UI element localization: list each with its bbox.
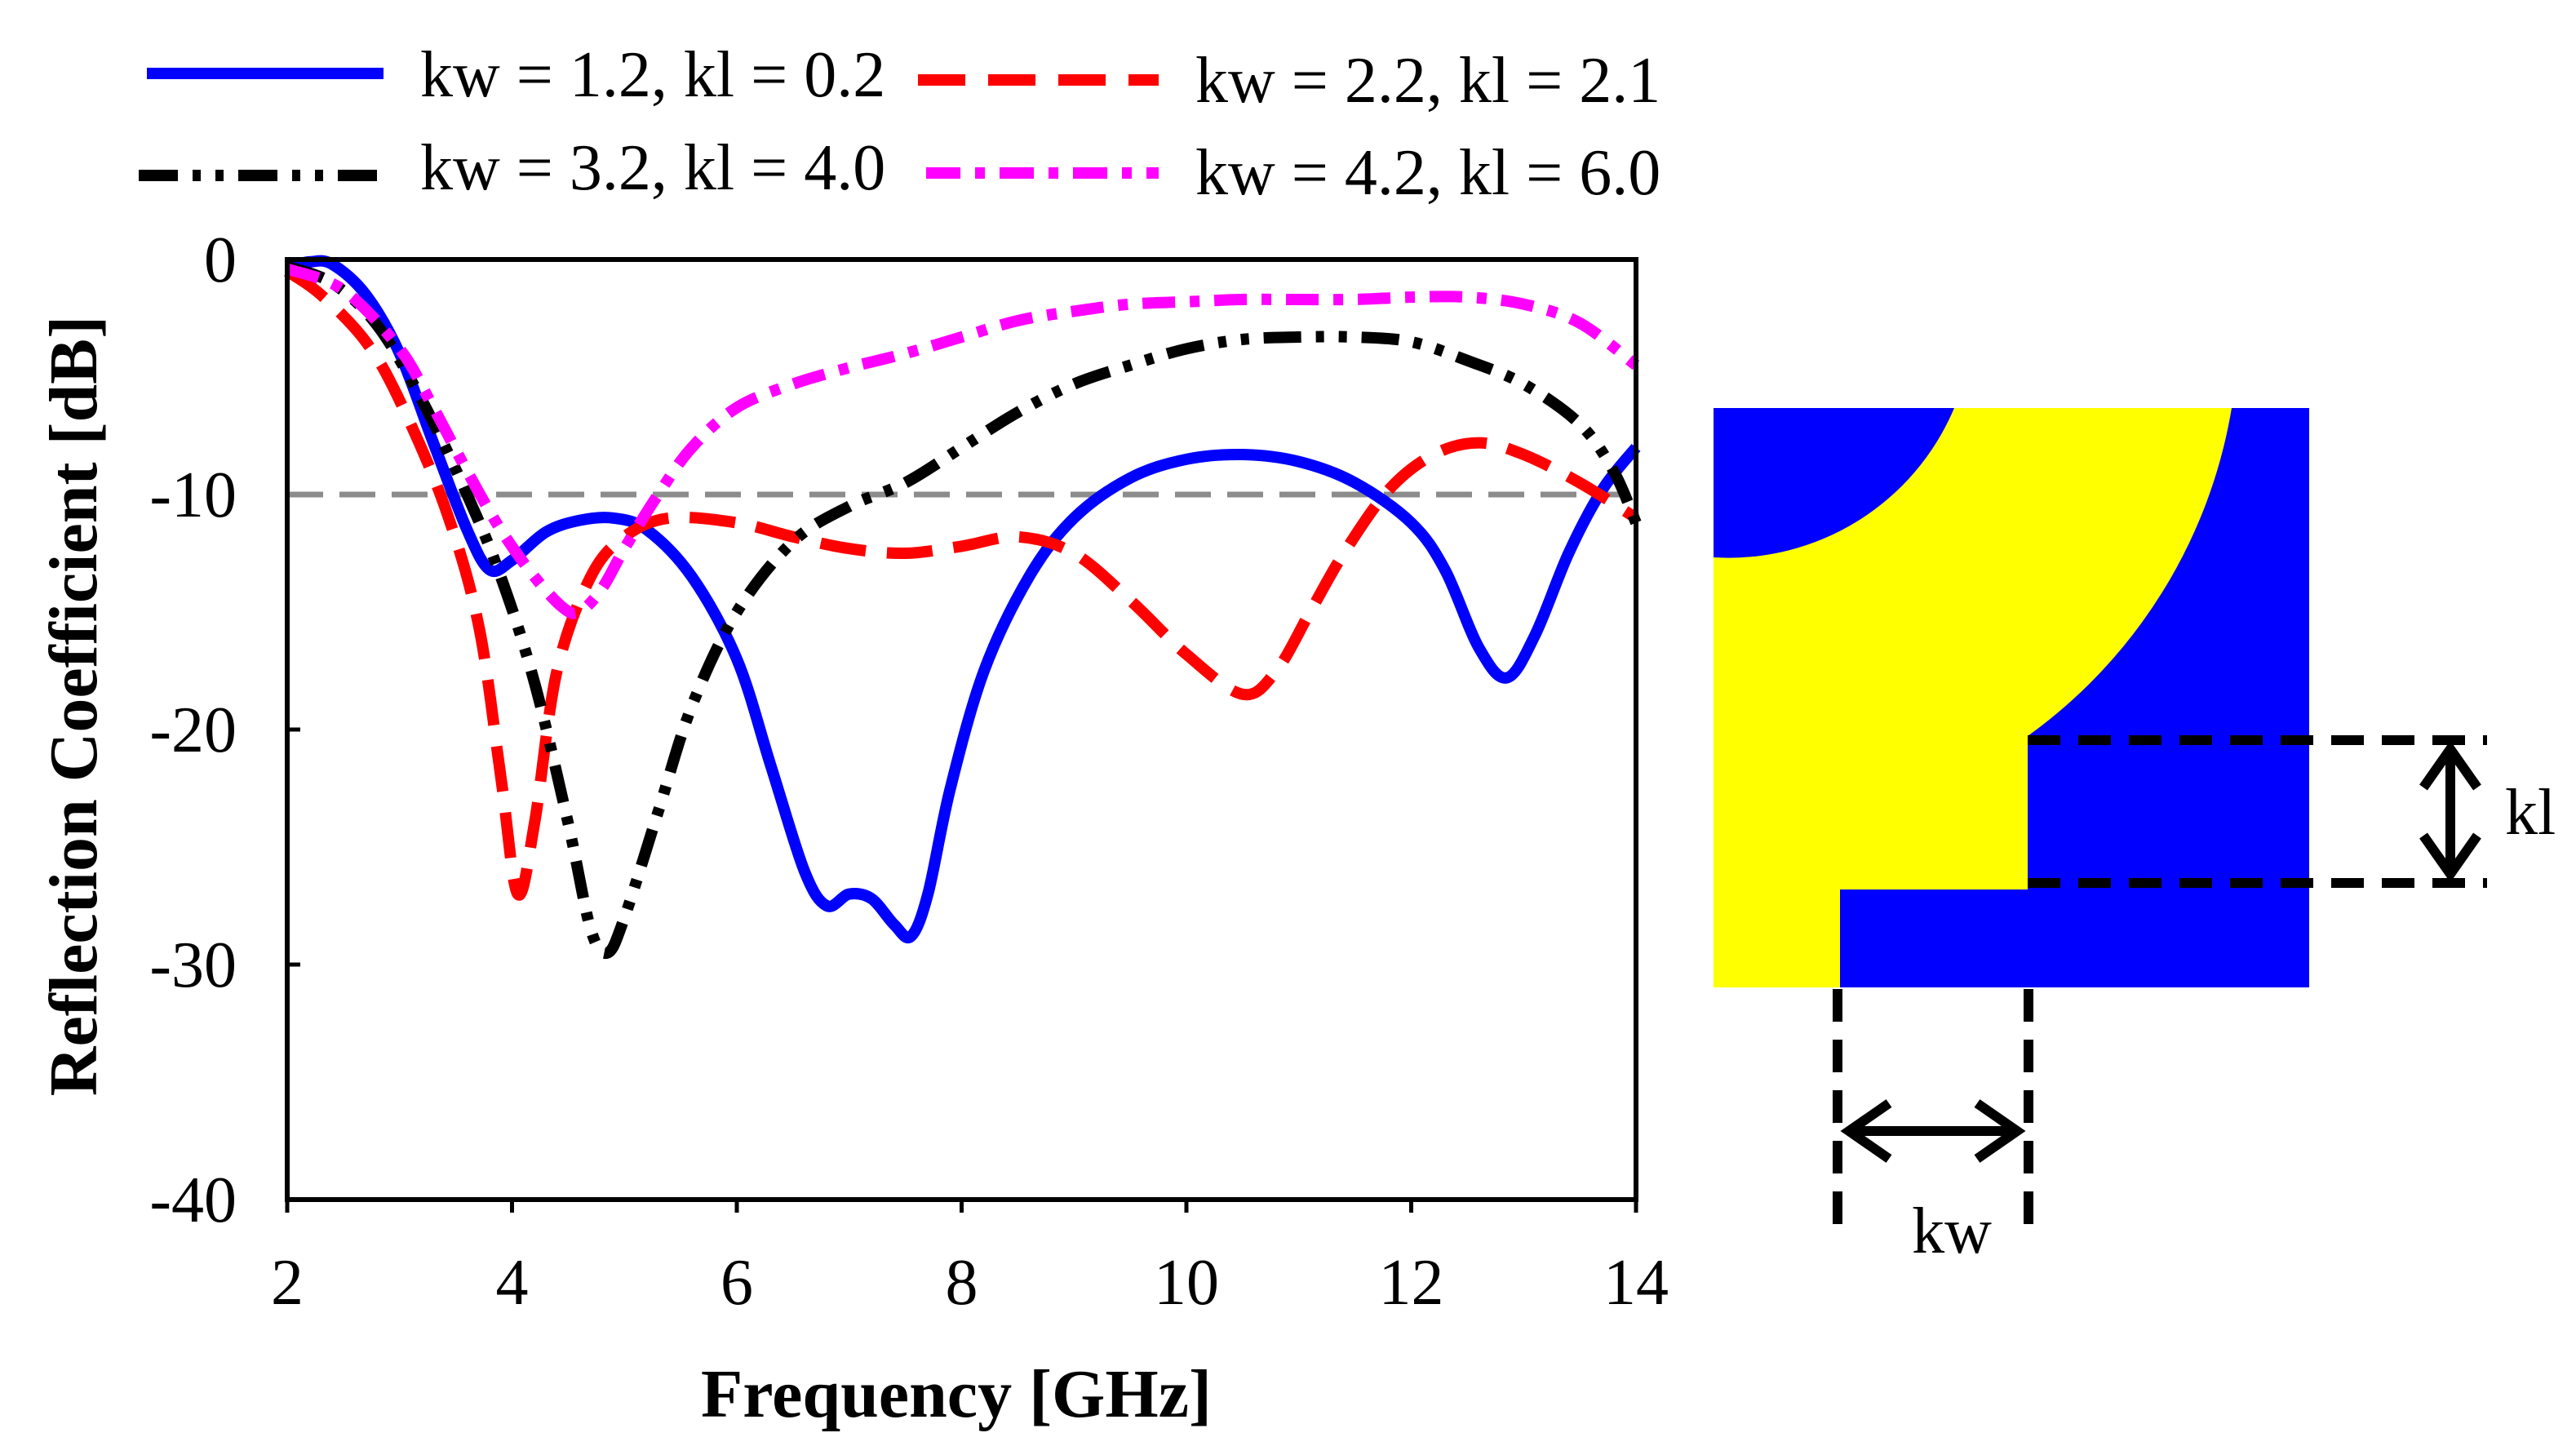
y-tick-label-3: -30 [149,929,237,1001]
series-line-3 [285,260,1642,960]
y-tick-label-1: -10 [149,459,237,531]
x-axis-ticks: 2 4 6 8 10 12 14 [271,1200,1669,1319]
legend: kw = 1.2, kl = 0.2 kw = 2.2, kl = 2.1 kw… [139,39,1660,209]
legend-label-1: kw = 1.2, kl = 0.2 [420,39,885,111]
y-tick-label-2: -20 [149,694,237,766]
series-line-2 [284,266,1639,901]
series-line-4 [285,263,1640,619]
x-tick-label-6: 14 [1603,1247,1669,1319]
kl-label: kl [2505,777,2556,849]
legend-entry-3: kw = 3.2, kl = 4.0 [139,132,885,204]
kw-arrow-head-left [1840,1099,1892,1163]
x-axis-title: Frequency [GHz] [701,1356,1212,1432]
kw-dimension: kw [1833,989,2033,1267]
x-tick-label-0: 2 [271,1247,304,1319]
plot-frame [285,257,1638,1202]
kl-arrow-head-up [2419,740,2481,791]
legend-entry-1: kw = 1.2, kl = 0.2 [147,39,885,111]
y-tick-label-0: 0 [204,224,237,296]
legend-label-2: kw = 2.2, kl = 2.1 [1195,45,1660,117]
kw-label: kw [1912,1195,1992,1267]
x-tick-label-4: 10 [1154,1247,1219,1319]
x-tick-label-3: 8 [946,1247,978,1319]
y-axis-title: Reflection Coefficient [dB] [36,316,112,1096]
legend-label-4: kw = 4.2, kl = 6.0 [1195,137,1660,209]
series-layer [284,255,1642,960]
x-tick-label-2: 6 [720,1247,753,1319]
x-tick-label-5: 12 [1379,1247,1444,1319]
x-tick-label-1: 4 [496,1247,529,1319]
metal-top-left-arc [1714,408,1954,558]
series-line-1 [286,255,1641,943]
y-axis-ticks: 0 -10 -20 -30 -40 [149,224,300,1236]
kl-dimension: kl [2028,735,2556,888]
y-tick-label-4: -40 [149,1164,237,1236]
legend-label-3: kw = 3.2, kl = 4.0 [420,132,885,204]
kw-arrow-head-right [1974,1099,2026,1163]
metal-ground-plane [1840,408,2309,987]
legend-entry-4: kw = 4.2, kl = 6.0 [926,137,1660,209]
reflection-chart: 0 -10 -20 -30 -40 2 4 6 8 10 12 14 Reflection Coef… [36,224,1669,1432]
antenna-diagram: kl kw [1714,408,2556,1267]
kl-arrow-head-down [2419,832,2481,883]
legend-entry-2: kw = 2.2, kl = 2.1 [918,45,1660,117]
